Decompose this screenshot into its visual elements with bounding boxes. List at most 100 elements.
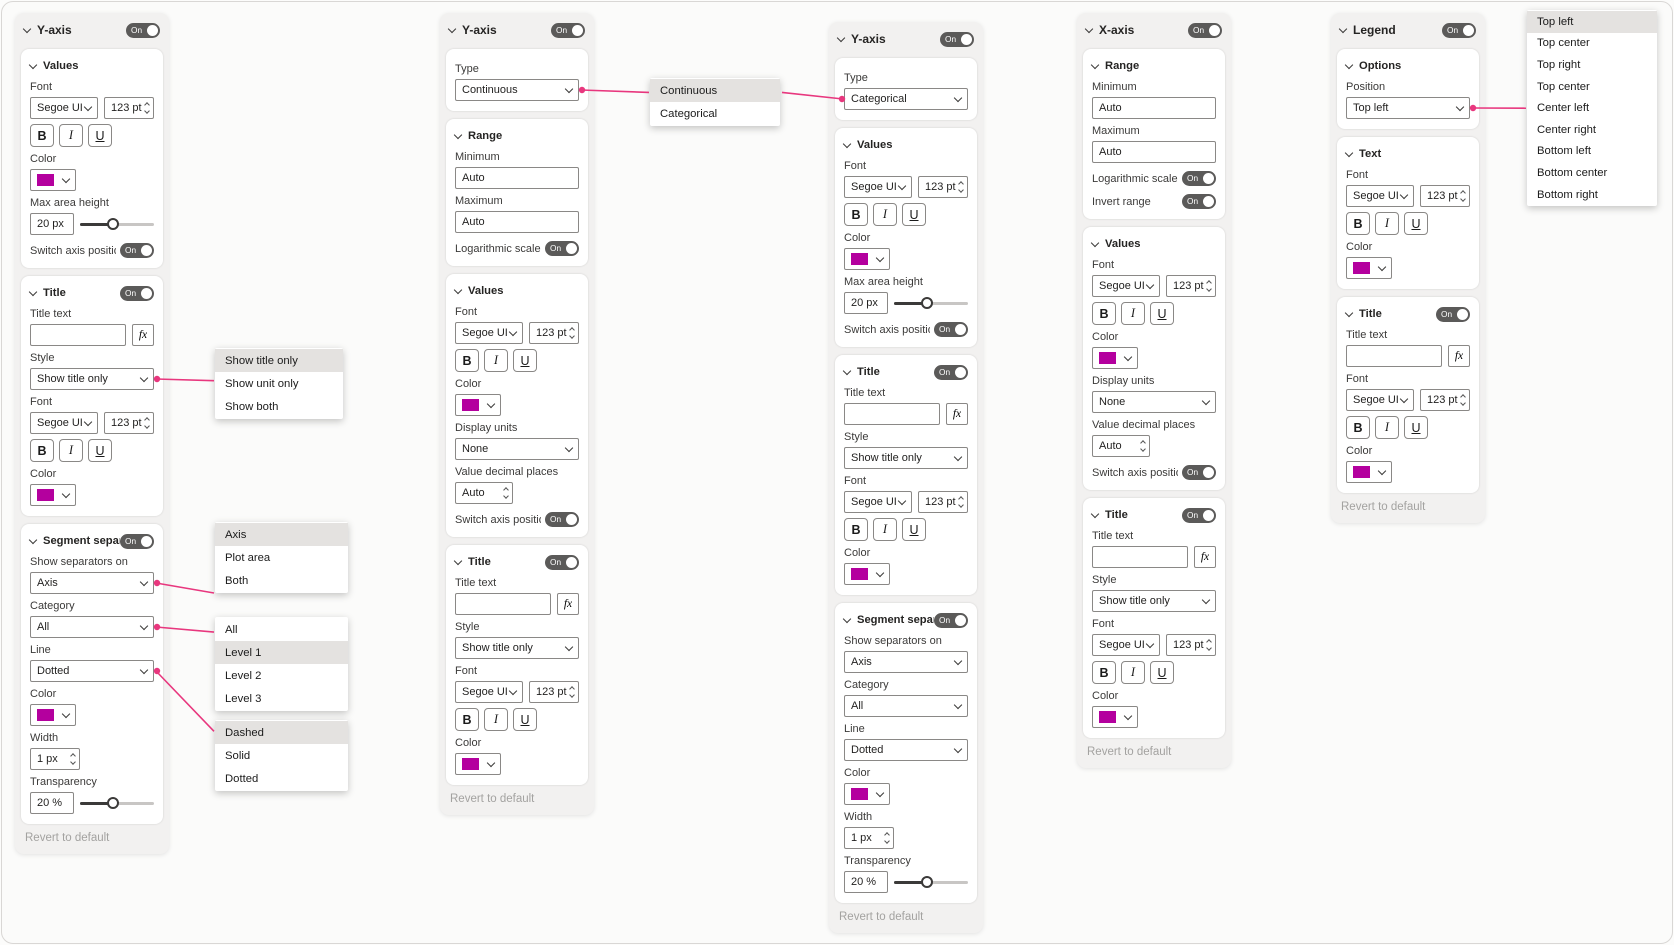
switch-axis-position-toggle[interactable]: On	[934, 322, 968, 337]
italic-button[interactable]: I	[1375, 416, 1399, 439]
fx-button[interactable]: fx	[132, 324, 154, 346]
chevron-down-icon[interactable]	[1090, 509, 1100, 518]
font-family-dropdown[interactable]: Segoe UI	[1346, 389, 1414, 411]
font-family-dropdown[interactable]: Segoe UI	[455, 322, 523, 344]
minimum-input[interactable]: Auto	[1092, 97, 1216, 119]
color-dropdown[interactable]	[844, 563, 890, 585]
menu-item[interactable]: Show title only	[215, 349, 343, 372]
font-size-stepper[interactable]: 123 pt	[104, 412, 154, 434]
style-dropdown[interactable]: Show title only	[1092, 590, 1216, 612]
menu-item[interactable]: Continuous	[650, 79, 780, 102]
chevron-down-icon[interactable]	[1344, 308, 1354, 317]
chevron-down-icon[interactable]	[1344, 148, 1354, 157]
toggle-switch[interactable]: On	[1188, 22, 1222, 38]
font-family-dropdown[interactable]: Segoe UI	[1346, 185, 1414, 207]
menu-item[interactable]: Axis	[215, 523, 348, 546]
title-toggle[interactable]: On	[545, 554, 579, 570]
p3-type-dd[interactable]: Categorical	[844, 88, 968, 110]
y-axis-toggle[interactable]: On	[940, 31, 974, 47]
title-toggle[interactable]: On	[934, 364, 968, 380]
font-family-dropdown[interactable]: Segoe UI	[455, 681, 523, 703]
max-area-height-slider[interactable]	[80, 213, 154, 235]
style-dropdown[interactable]: Show title only	[844, 447, 968, 469]
font-family-dropdown[interactable]: Segoe UI	[30, 412, 98, 434]
italic-button[interactable]: I	[1121, 302, 1145, 325]
chevron-down-icon[interactable]	[453, 130, 463, 139]
color-dropdown[interactable]	[1092, 347, 1138, 369]
toggle-switch[interactable]: On	[120, 533, 154, 549]
chevron-down-icon[interactable]	[842, 614, 852, 623]
maximum-input[interactable]: Auto	[1092, 141, 1216, 163]
bold-button[interactable]: B	[30, 124, 54, 147]
font-size-stepper[interactable]: 123 pt	[529, 322, 579, 344]
menu-item[interactable]: Dotted	[225, 772, 259, 785]
font-family-dropdown[interactable]: Segoe UI	[1092, 275, 1160, 297]
color-dropdown[interactable]	[455, 753, 501, 775]
underline-button[interactable]: U	[88, 439, 112, 462]
menu-item[interactable]: Top left	[1527, 11, 1657, 33]
chevron-down-icon[interactable]	[28, 287, 38, 296]
underline-button[interactable]: U	[513, 708, 537, 731]
menu-item[interactable]: Bottom center	[1537, 166, 1608, 179]
italic-button[interactable]: I	[484, 708, 508, 731]
color-dropdown[interactable]	[1346, 257, 1392, 279]
switch-axis-position-toggle[interactable]: On	[1182, 465, 1216, 480]
toggle-switch[interactable]: On	[1182, 465, 1216, 480]
color-dropdown[interactable]	[844, 783, 890, 805]
italic-button[interactable]: I	[873, 518, 897, 541]
bold-button[interactable]: B	[1092, 302, 1116, 325]
y-axis-toggle[interactable]: On	[551, 22, 585, 38]
menu-item[interactable]: Plot area	[225, 551, 271, 564]
menu-item[interactable]: Top right	[1537, 58, 1581, 71]
chevron-down-icon[interactable]	[1090, 238, 1100, 247]
font-size-stepper[interactable]: 123 pt	[1420, 185, 1470, 207]
slider-thumb[interactable]	[107, 218, 120, 230]
title-text-input[interactable]	[1092, 546, 1188, 568]
style-dropdown[interactable]: Show title only	[455, 637, 579, 659]
width-stepper[interactable]: 1 px	[844, 827, 894, 849]
menu-item[interactable]: Top center	[1537, 37, 1590, 50]
invert-range-toggle[interactable]: On	[1182, 194, 1216, 209]
fx-button[interactable]: fx	[1194, 546, 1216, 568]
menu-item[interactable]: Solid	[225, 749, 251, 762]
menu-item[interactable]: Bottom right	[1537, 188, 1598, 201]
bold-button[interactable]: B	[30, 439, 54, 462]
menu-item[interactable]: Center left	[1537, 102, 1590, 115]
font-size-stepper[interactable]: 123 pt	[918, 491, 968, 513]
title-toggle[interactable]: On	[1436, 306, 1470, 322]
menu-item[interactable]: Center right	[1537, 123, 1597, 136]
toggle-switch[interactable]: On	[934, 612, 968, 628]
revert-to-default[interactable]: Revert to default	[450, 793, 535, 805]
maximum-input[interactable]: Auto	[455, 211, 579, 233]
underline-button[interactable]: U	[88, 124, 112, 147]
revert-to-default[interactable]: Revert to default	[1341, 501, 1426, 513]
color-dropdown[interactable]	[1092, 706, 1138, 728]
chevron-down-icon[interactable]	[447, 24, 457, 33]
underline-button[interactable]: U	[1404, 416, 1428, 439]
color-dropdown[interactable]	[844, 248, 890, 270]
title-text-input[interactable]	[455, 593, 551, 615]
font-family-dropdown[interactable]: Segoe UI	[844, 491, 912, 513]
value-decimal-places-stepper[interactable]: Auto	[455, 482, 513, 504]
bold-button[interactable]: B	[844, 203, 868, 226]
show-separators-on-dropdown[interactable]: Axis	[844, 651, 968, 673]
chevron-down-icon[interactable]	[1084, 24, 1094, 33]
font-size-stepper[interactable]: 123 pt	[1166, 275, 1216, 297]
chevron-down-icon[interactable]	[842, 366, 852, 375]
segment-separator-toggle[interactable]: On	[934, 612, 968, 628]
italic-button[interactable]: I	[484, 349, 508, 372]
p2-type-dd[interactable]: Continuous	[455, 79, 579, 101]
fx-button[interactable]: fx	[946, 403, 968, 425]
italic-button[interactable]: I	[59, 124, 83, 147]
revert-to-default[interactable]: Revert to default	[1087, 746, 1172, 758]
color-dropdown[interactable]	[1346, 461, 1392, 483]
menu-item[interactable]: All	[225, 623, 238, 636]
legend-toggle[interactable]: On	[1442, 22, 1476, 38]
chevron-down-icon[interactable]	[1090, 60, 1100, 69]
color-dropdown[interactable]	[30, 169, 76, 191]
title-toggle[interactable]: On	[120, 285, 154, 301]
toggle-switch[interactable]: On	[120, 243, 154, 258]
toggle-switch[interactable]: On	[934, 364, 968, 380]
chevron-down-icon[interactable]	[1338, 24, 1348, 33]
toggle-switch[interactable]: On	[1442, 22, 1476, 38]
